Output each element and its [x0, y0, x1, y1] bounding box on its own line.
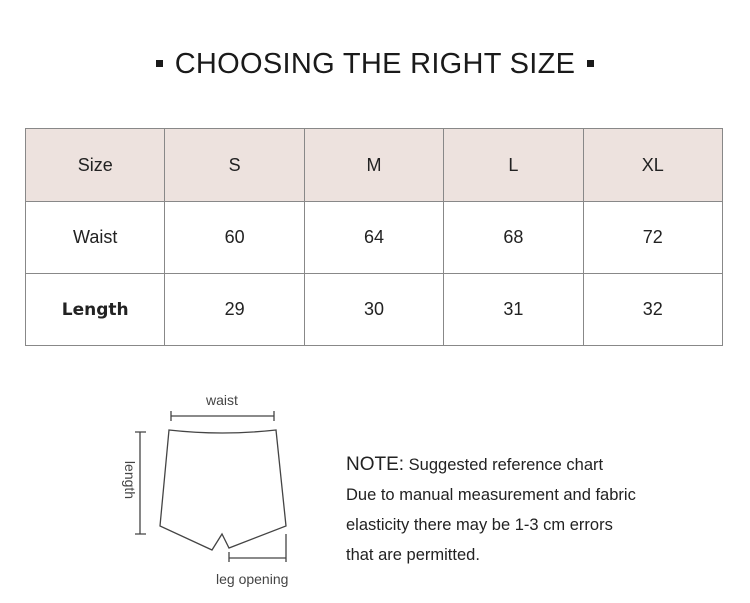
length-label: length	[122, 460, 138, 500]
note-label: NOTE:	[346, 454, 405, 475]
note-line: Due to manual measurement and fabric	[346, 486, 636, 504]
page-title: CHOOSING THE RIGHT SIZE	[0, 48, 750, 81]
table-row: Length 29 30 31 32	[24, 273, 724, 346]
header-cell: L	[443, 128, 584, 202]
header-cell: XL	[582, 128, 724, 202]
waist-measure-line	[170, 411, 275, 421]
cell: 68	[443, 201, 584, 274]
cell: 30	[303, 273, 445, 346]
cell: 29	[164, 273, 305, 346]
cell: 31	[443, 273, 584, 346]
header-cell: Size	[24, 128, 166, 202]
square-bullet-icon	[587, 59, 595, 67]
square-bullet-icon	[155, 59, 163, 67]
shorts-outline	[159, 429, 287, 551]
note-heading: Suggested reference chart	[408, 456, 604, 474]
table-row: Waist 60 64 68 72	[24, 201, 724, 274]
waist-label: waist	[206, 392, 238, 408]
leg-opening-label: leg opening	[216, 571, 289, 587]
cell: 60	[164, 201, 305, 274]
size-table: Size S M L XL Waist 60 64 68 72 Length 2…	[24, 128, 724, 346]
leg-opening-measure-line	[228, 534, 287, 562]
note: NOTE: Suggested reference chart Due to m…	[346, 450, 636, 570]
note-line: elasticity there may be 1-3 cm errors	[346, 516, 613, 534]
header-cell: M	[303, 128, 445, 202]
table-header-row: Size S M L XL	[24, 128, 724, 202]
cell: 72	[582, 201, 724, 274]
length-measure-line	[135, 431, 146, 535]
cell: 32	[582, 273, 724, 346]
row-label: Length	[24, 273, 166, 346]
note-line: that are permitted.	[346, 546, 480, 564]
title-text: CHOOSING THE RIGHT SIZE	[174, 48, 576, 80]
